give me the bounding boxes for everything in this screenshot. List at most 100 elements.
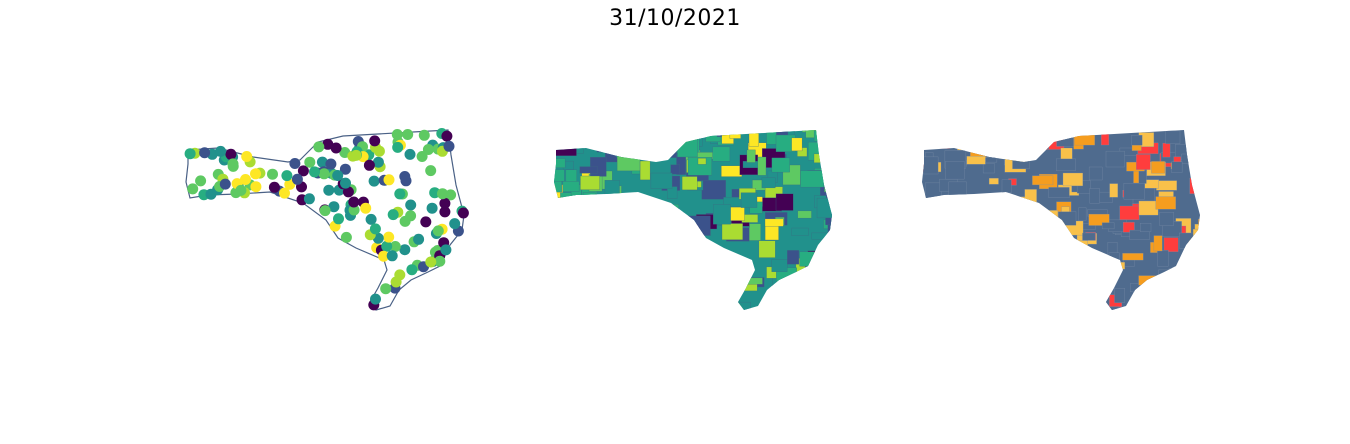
panel-choropleth-map [546,120,846,320]
category-patch [1187,156,1200,166]
point-marker [215,145,227,157]
category-patch [1147,284,1165,292]
municipality-patch [557,242,568,252]
municipality-patch [571,130,595,144]
municipality-patch [554,226,566,246]
category-patch [951,293,968,301]
point-marker [339,163,351,175]
category-patch [938,233,954,242]
municipality-patch [800,170,824,188]
municipality-patch [587,296,611,308]
category-patch [1096,270,1115,280]
municipality-patch [701,180,726,200]
municipality-patch [819,282,832,301]
municipality-patch [758,240,776,258]
municipality-patch [554,274,570,283]
municipality-patch [788,286,809,299]
category-patch [1136,154,1151,170]
municipality-patch [636,219,660,230]
category-patch [952,245,964,260]
municipality-patch [721,165,743,177]
municipality-patch [692,263,709,280]
municipality-patch [650,172,673,189]
category-patch [1008,130,1022,144]
category-patch [988,178,999,185]
point-marker [309,166,320,178]
category-patch [980,216,1000,223]
municipality-patch [661,212,684,231]
point-marker [441,130,453,142]
category-patch [1048,187,1070,198]
category-patch [953,277,964,287]
point-marker [439,206,451,218]
municipality-patch [808,297,819,310]
municipality-patch [775,193,794,211]
category-patch [954,211,977,223]
municipality-patch [740,192,758,208]
category-patch [1156,180,1177,191]
category-patch [1138,200,1159,216]
point-marker [348,204,360,216]
municipality-patch [613,204,632,222]
category-patch [1131,135,1143,146]
point-marker [380,283,392,295]
point-marker [323,184,335,196]
municipality-patch [576,204,594,216]
municipality-patch [572,251,596,269]
point-marker [325,158,337,170]
category-patch [1055,271,1070,280]
municipality-patch [554,270,561,279]
category-patch [928,298,949,307]
point-marker [369,135,381,147]
category-patch [1090,261,1110,274]
category-patch [1157,250,1169,267]
municipality-patch [560,213,575,228]
category-patch [998,206,1008,223]
category-patch [978,130,992,137]
municipality-patch [639,214,649,234]
municipality-patch [592,237,612,246]
category-patch [1119,205,1140,220]
municipality-patch [600,303,620,310]
municipality-patch [618,288,634,305]
category-patch [1165,130,1181,144]
point-marker [279,187,290,199]
municipality-patch [573,198,597,215]
category-patch [962,253,973,269]
municipality-patch [799,251,817,267]
municipality-patch [677,288,702,301]
municipality-patch [656,295,667,310]
municipality-patch [554,158,566,168]
category-patch [1150,277,1169,290]
category-patch [1044,131,1053,139]
category-patch [1155,287,1170,304]
municipality-patch [791,227,809,236]
municipality-patch [658,236,674,244]
municipality-patch [590,263,611,280]
category-patch [1105,150,1125,168]
category-patch [1012,160,1030,170]
municipality-patch [721,223,743,240]
point-marker [297,165,309,177]
municipality-patch [628,131,647,150]
category-patch [1179,232,1198,249]
category-patch [1048,130,1065,135]
category-patch [1042,232,1053,243]
municipality-patch [774,305,796,310]
municipality-patch [656,130,668,133]
municipality-patch [554,145,577,156]
point-marker [386,250,398,262]
category-patch [1082,232,1096,241]
municipality-patch [677,139,698,158]
municipality-patch [583,130,602,137]
municipality-patch [664,144,677,158]
category-patch [1078,286,1090,302]
category-patch [1182,284,1200,300]
category-patch [998,136,1020,151]
category-patch [955,130,970,137]
point-marker [422,144,434,155]
municipality-patch [713,204,731,225]
category-patch [924,258,935,272]
point-marker [425,165,437,177]
municipality-patch [677,252,687,272]
